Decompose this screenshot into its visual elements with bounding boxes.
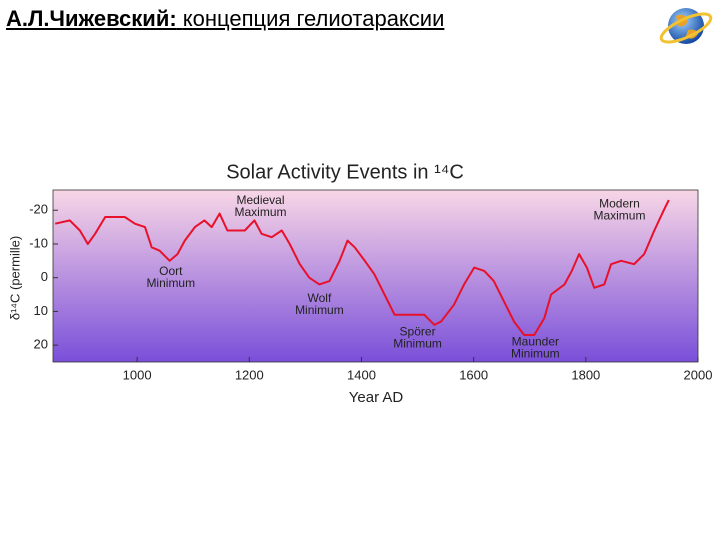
chart-title: Solar Activity Events in ¹⁴C: [226, 161, 464, 183]
y-tick-label: -10: [29, 235, 48, 250]
x-tick-label: 1400: [347, 367, 376, 382]
annotation: Wolf: [308, 291, 332, 305]
y-tick-label: 20: [34, 337, 48, 352]
data-line: [54, 199, 670, 336]
y-tick-label: 10: [34, 303, 48, 318]
x-tick-label: 1600: [459, 367, 488, 382]
annotation: Maximum: [235, 205, 287, 219]
x-tick-label: 1200: [235, 367, 264, 382]
x-tick-label: 2000: [684, 367, 713, 382]
header-subtitle: концепция гелиотараксии: [182, 6, 445, 31]
annotation: Oort: [159, 264, 183, 278]
globe-icon: [659, 8, 713, 44]
annotation: Maunder: [512, 335, 559, 349]
x-axis-label: Year AD: [349, 389, 404, 406]
annotation: Minimum: [393, 337, 442, 351]
x-tick-label: 1800: [571, 367, 600, 382]
annotation: Minimum: [295, 303, 344, 317]
y-tick-label: 0: [41, 269, 48, 284]
annotation: Spörer: [400, 325, 436, 339]
annotation: Maximum: [593, 208, 645, 222]
y-axis-label: δ¹⁴C (permille): [7, 236, 22, 320]
annotation: Minimum: [146, 276, 195, 290]
header-name: А.Л.Чижевский:: [6, 6, 177, 31]
x-tick-label: 1000: [123, 367, 152, 382]
annotation: Medieval: [237, 193, 285, 207]
annotation: Modern: [599, 196, 640, 210]
annotation: Minimum: [511, 347, 560, 361]
slide-header: А.Л.Чижевский: концепция гелиотараксии: [6, 6, 444, 32]
y-tick-label: -20: [29, 202, 48, 217]
